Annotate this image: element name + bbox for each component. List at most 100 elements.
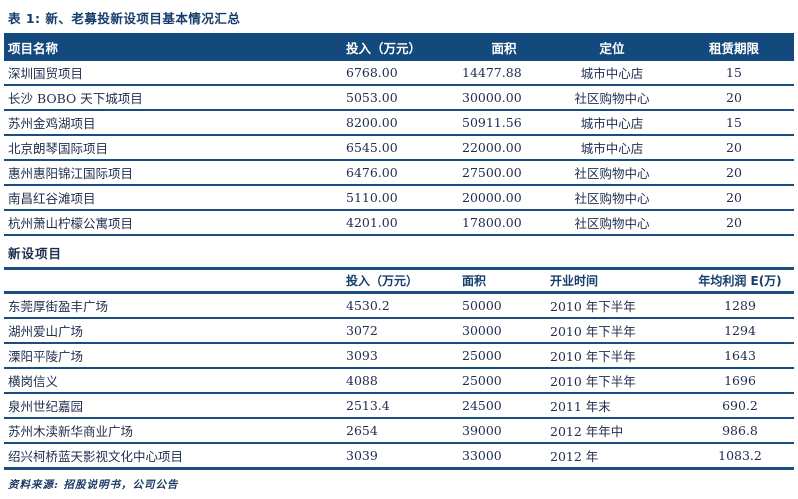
column-header — [4, 267, 342, 294]
table-cell: 1083.2 — [686, 443, 794, 470]
table-cell: 社区购物中心 — [550, 185, 674, 211]
table-cell: 北京朗琴国际项目 — [4, 135, 342, 161]
table-cell: 苏州木渎新华商业广场 — [4, 418, 342, 444]
table-cell: 4088 — [342, 368, 458, 394]
table-cell: 3072 — [342, 318, 458, 344]
table-row: 苏州金鸡湖项目 8200.00 50911.56 城市中心店 15 — [4, 110, 794, 136]
table-row: 南昌红谷滩项目 5110.00 20000.00 社区购物中心 20 — [4, 185, 794, 211]
table-row: 横岗信义 4088 25000 2010 年下半年 1696 — [4, 368, 794, 394]
table-cell: 1696 — [686, 368, 794, 394]
column-header: 开业时间 — [546, 267, 686, 294]
table-cell: 2010 年下半年 — [546, 368, 686, 394]
column-header: 面积 — [458, 33, 550, 61]
table-cell: 南昌红谷滩项目 — [4, 185, 342, 211]
table-cell: 5110.00 — [342, 185, 458, 211]
table-cell: 社区购物中心 — [550, 160, 674, 186]
table-cell: 4530.2 — [342, 292, 458, 319]
table-cell: 1289 — [686, 292, 794, 319]
table-cell: 30000.00 — [458, 85, 550, 111]
table-cell: 24500 — [458, 393, 546, 419]
table-cell: 50911.56 — [458, 110, 550, 136]
table-header-row: 项目名称 投入（万元） 面积 定位 租赁期限 — [4, 33, 794, 61]
table-cell: 6768.00 — [342, 61, 458, 86]
table-cell: 6545.00 — [342, 135, 458, 161]
table-row: 长沙 BOBO 天下城项目 5053.00 30000.00 社区购物中心 20 — [4, 85, 794, 111]
table-cell: 690.2 — [686, 393, 794, 419]
table-cell: 城市中心店 — [550, 135, 674, 161]
table-cell: 20 — [674, 135, 794, 161]
table-cell: 城市中心店 — [550, 61, 674, 86]
table-cell: 1294 — [686, 318, 794, 344]
table-cell: 39000 — [458, 418, 546, 444]
table-cell: 2010 年下半年 — [546, 318, 686, 344]
table-cell: 17800.00 — [458, 210, 550, 236]
table-cell: 22000.00 — [458, 135, 550, 161]
table-row: 苏州木渎新华商业广场 2654 39000 2012 年年中 986.8 — [4, 418, 794, 444]
table-row: 深圳国贸项目 6768.00 14477.88 城市中心店 15 — [4, 61, 794, 86]
table-row: 北京朗琴国际项目 6545.00 22000.00 城市中心店 20 — [4, 135, 794, 161]
table-row: 溧阳平陵广场 3093 25000 2010 年下半年 1643 — [4, 343, 794, 369]
table-cell: 20000.00 — [458, 185, 550, 211]
table-cell: 社区购物中心 — [550, 210, 674, 236]
table-cell: 20 — [674, 85, 794, 111]
table-row: 绍兴柯桥蓝天影视文化中心项目 3039 33000 2012 年 1083.2 — [4, 443, 794, 470]
column-header: 定位 — [550, 33, 674, 61]
table-cell: 33000 — [458, 443, 546, 470]
table-cell: 1643 — [686, 343, 794, 369]
table-row: 东莞厚街盈丰广场 4530.2 50000 2010 年下半年 1289 — [4, 292, 794, 319]
table-cell: 2011 年末 — [546, 393, 686, 419]
table-cell: 横岗信义 — [4, 368, 342, 394]
table-cell: 2010 年下半年 — [546, 343, 686, 369]
table-cell: 27500.00 — [458, 160, 550, 186]
table-row: 杭州萧山柠檬公寓项目 4201.00 17800.00 社区购物中心 20 — [4, 210, 794, 236]
table-cell: 湖州爱山广场 — [4, 318, 342, 344]
table-cell: 溧阳平陵广场 — [4, 343, 342, 369]
table-cell: 2012 年 — [546, 443, 686, 470]
table-cell: 30000 — [458, 318, 546, 344]
table-cell: 苏州金鸡湖项目 — [4, 110, 342, 136]
table-cell: 3039 — [342, 443, 458, 470]
column-header: 面积 — [458, 267, 546, 294]
column-header: 项目名称 — [4, 33, 342, 61]
table-cell: 5053.00 — [342, 85, 458, 111]
table-cell: 2010 年下半年 — [546, 292, 686, 319]
table-cell: 深圳国贸项目 — [4, 61, 342, 86]
table-cell: 惠州惠阳锦江国际项目 — [4, 160, 342, 186]
source-note: 资料来源: 招股说明书，公司公告 — [8, 479, 179, 491]
column-header: 租赁期限 — [674, 33, 794, 61]
column-header: 年均利润 E(万) — [686, 267, 794, 294]
table-cell: 2012 年年中 — [546, 418, 686, 444]
table-cell: 4201.00 — [342, 210, 458, 236]
table-cell: 2513.4 — [342, 393, 458, 419]
table-cell: 2654 — [342, 418, 458, 444]
table-cell: 绍兴柯桥蓝天影视文化中心项目 — [4, 443, 342, 470]
table-cell: 20 — [674, 185, 794, 211]
table-cell: 城市中心店 — [550, 110, 674, 136]
table-row: 惠州惠阳锦江国际项目 6476.00 27500.00 社区购物中心 20 — [4, 160, 794, 186]
table-cell: 8200.00 — [342, 110, 458, 136]
table-row: 泉州世纪嘉园 2513.4 24500 2011 年末 690.2 — [4, 393, 794, 419]
table-cell: 社区购物中心 — [550, 85, 674, 111]
table-cell: 20 — [674, 160, 794, 186]
column-header: 投入（万元） — [342, 267, 458, 294]
table-row: 湖州爱山广场 3072 30000 2010 年下半年 1294 — [4, 318, 794, 344]
table-cell: 50000 — [458, 292, 546, 319]
table-cell: 25000 — [458, 368, 546, 394]
table-cell: 杭州萧山柠檬公寓项目 — [4, 210, 342, 236]
table-cell: 15 — [674, 110, 794, 136]
table-header-row: 投入（万元） 面积 开业时间 年均利润 E(万) — [4, 267, 794, 294]
table-cell: 长沙 BOBO 天下城项目 — [4, 85, 342, 111]
section-label-new-projects: 新设项目 — [8, 246, 63, 261]
table-cell: 25000 — [458, 343, 546, 369]
table-cell: 986.8 — [686, 418, 794, 444]
new-projects-table: 投入（万元） 面积 开业时间 年均利润 E(万) 东莞厚街盈丰广场 4530.2 5000… — [4, 267, 794, 470]
report-table-page: 表 1: 新、老募投新设项目基本情况汇总 项目名称 投入（万元） 面积 定位 租赁期限 … — [4, 11, 794, 491]
table-cell: 20 — [674, 210, 794, 236]
table-title: 表 1: 新、老募投新设项目基本情况汇总 — [8, 11, 241, 26]
table-cell: 14477.88 — [458, 61, 550, 86]
funded-projects-table: 项目名称 投入（万元） 面积 定位 租赁期限 深圳国贸项目 6768.00 14477.88… — [4, 33, 794, 236]
table-cell: 6476.00 — [342, 160, 458, 186]
table-cell: 15 — [674, 61, 794, 86]
table-cell: 3093 — [342, 343, 458, 369]
column-header: 投入（万元） — [342, 33, 458, 61]
